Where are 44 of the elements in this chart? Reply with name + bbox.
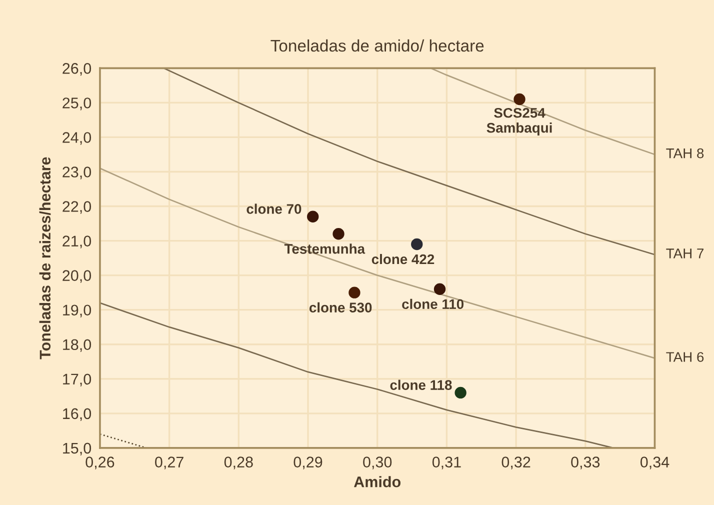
series-label: TAH 6 — [666, 352, 704, 362]
y-tick-label: 21,0 — [62, 236, 92, 248]
y-tick-label: 20,0 — [62, 270, 92, 283]
series-label: TAH 7 — [666, 248, 704, 258]
x-tick-label: 0,32 — [502, 456, 530, 470]
y-tick-label: 16,0 — [63, 408, 92, 421]
line-series — [163, 68, 655, 256]
x-tick-label: 0,33 — [571, 456, 600, 470]
y-tick-label: 22,0 — [62, 201, 92, 214]
chart-title: Toneladas de amido/ hectare — [270, 39, 484, 52]
y-tick-label: 17,0 — [63, 374, 92, 386]
point — [454, 386, 466, 399]
series-label: clone 422 — [372, 254, 434, 264]
series-label: TAH 8 — [666, 148, 704, 158]
x-tick-label: 0,34 — [640, 456, 670, 470]
line-series — [100, 168, 655, 359]
line-series — [430, 68, 655, 156]
point — [411, 238, 423, 250]
series-label: clone 110 — [402, 298, 464, 310]
x-tick-label: 0,26 — [86, 456, 114, 470]
y-tick-label: 23,0 — [62, 166, 92, 180]
series-label: clone 70 — [246, 204, 302, 214]
y-tick-label: 18,0 — [63, 339, 92, 352]
x-tick-label: 0,27 — [155, 456, 184, 470]
x-tick-label: 0,30 — [363, 456, 392, 470]
y-tick-label: 25,0 — [62, 98, 92, 110]
point — [514, 93, 526, 106]
y-tick-label: 26,0 — [62, 63, 92, 76]
point — [434, 283, 446, 295]
point — [307, 210, 319, 222]
y-tick-label: 19,0 — [63, 304, 92, 318]
y-axis-title: Toneladas de raizes/hectare — [39, 157, 51, 360]
series-label: SCS254 Sambaqui — [486, 108, 552, 136]
y-tick-label: 24,0 — [62, 132, 92, 145]
x-tick-label: 0,31 — [432, 456, 461, 470]
point — [332, 228, 344, 240]
series-label: clone 118 — [390, 380, 452, 390]
point — [348, 286, 360, 298]
y-tick-label: 15,0 — [63, 442, 92, 456]
series-label: Testemunha — [284, 244, 366, 254]
x-tick-label: 0,28 — [224, 456, 253, 470]
series-label: clone 530 — [309, 302, 372, 313]
x-axis-title: Amido — [354, 476, 401, 488]
x-tick-label: 0,29 — [294, 456, 322, 470]
